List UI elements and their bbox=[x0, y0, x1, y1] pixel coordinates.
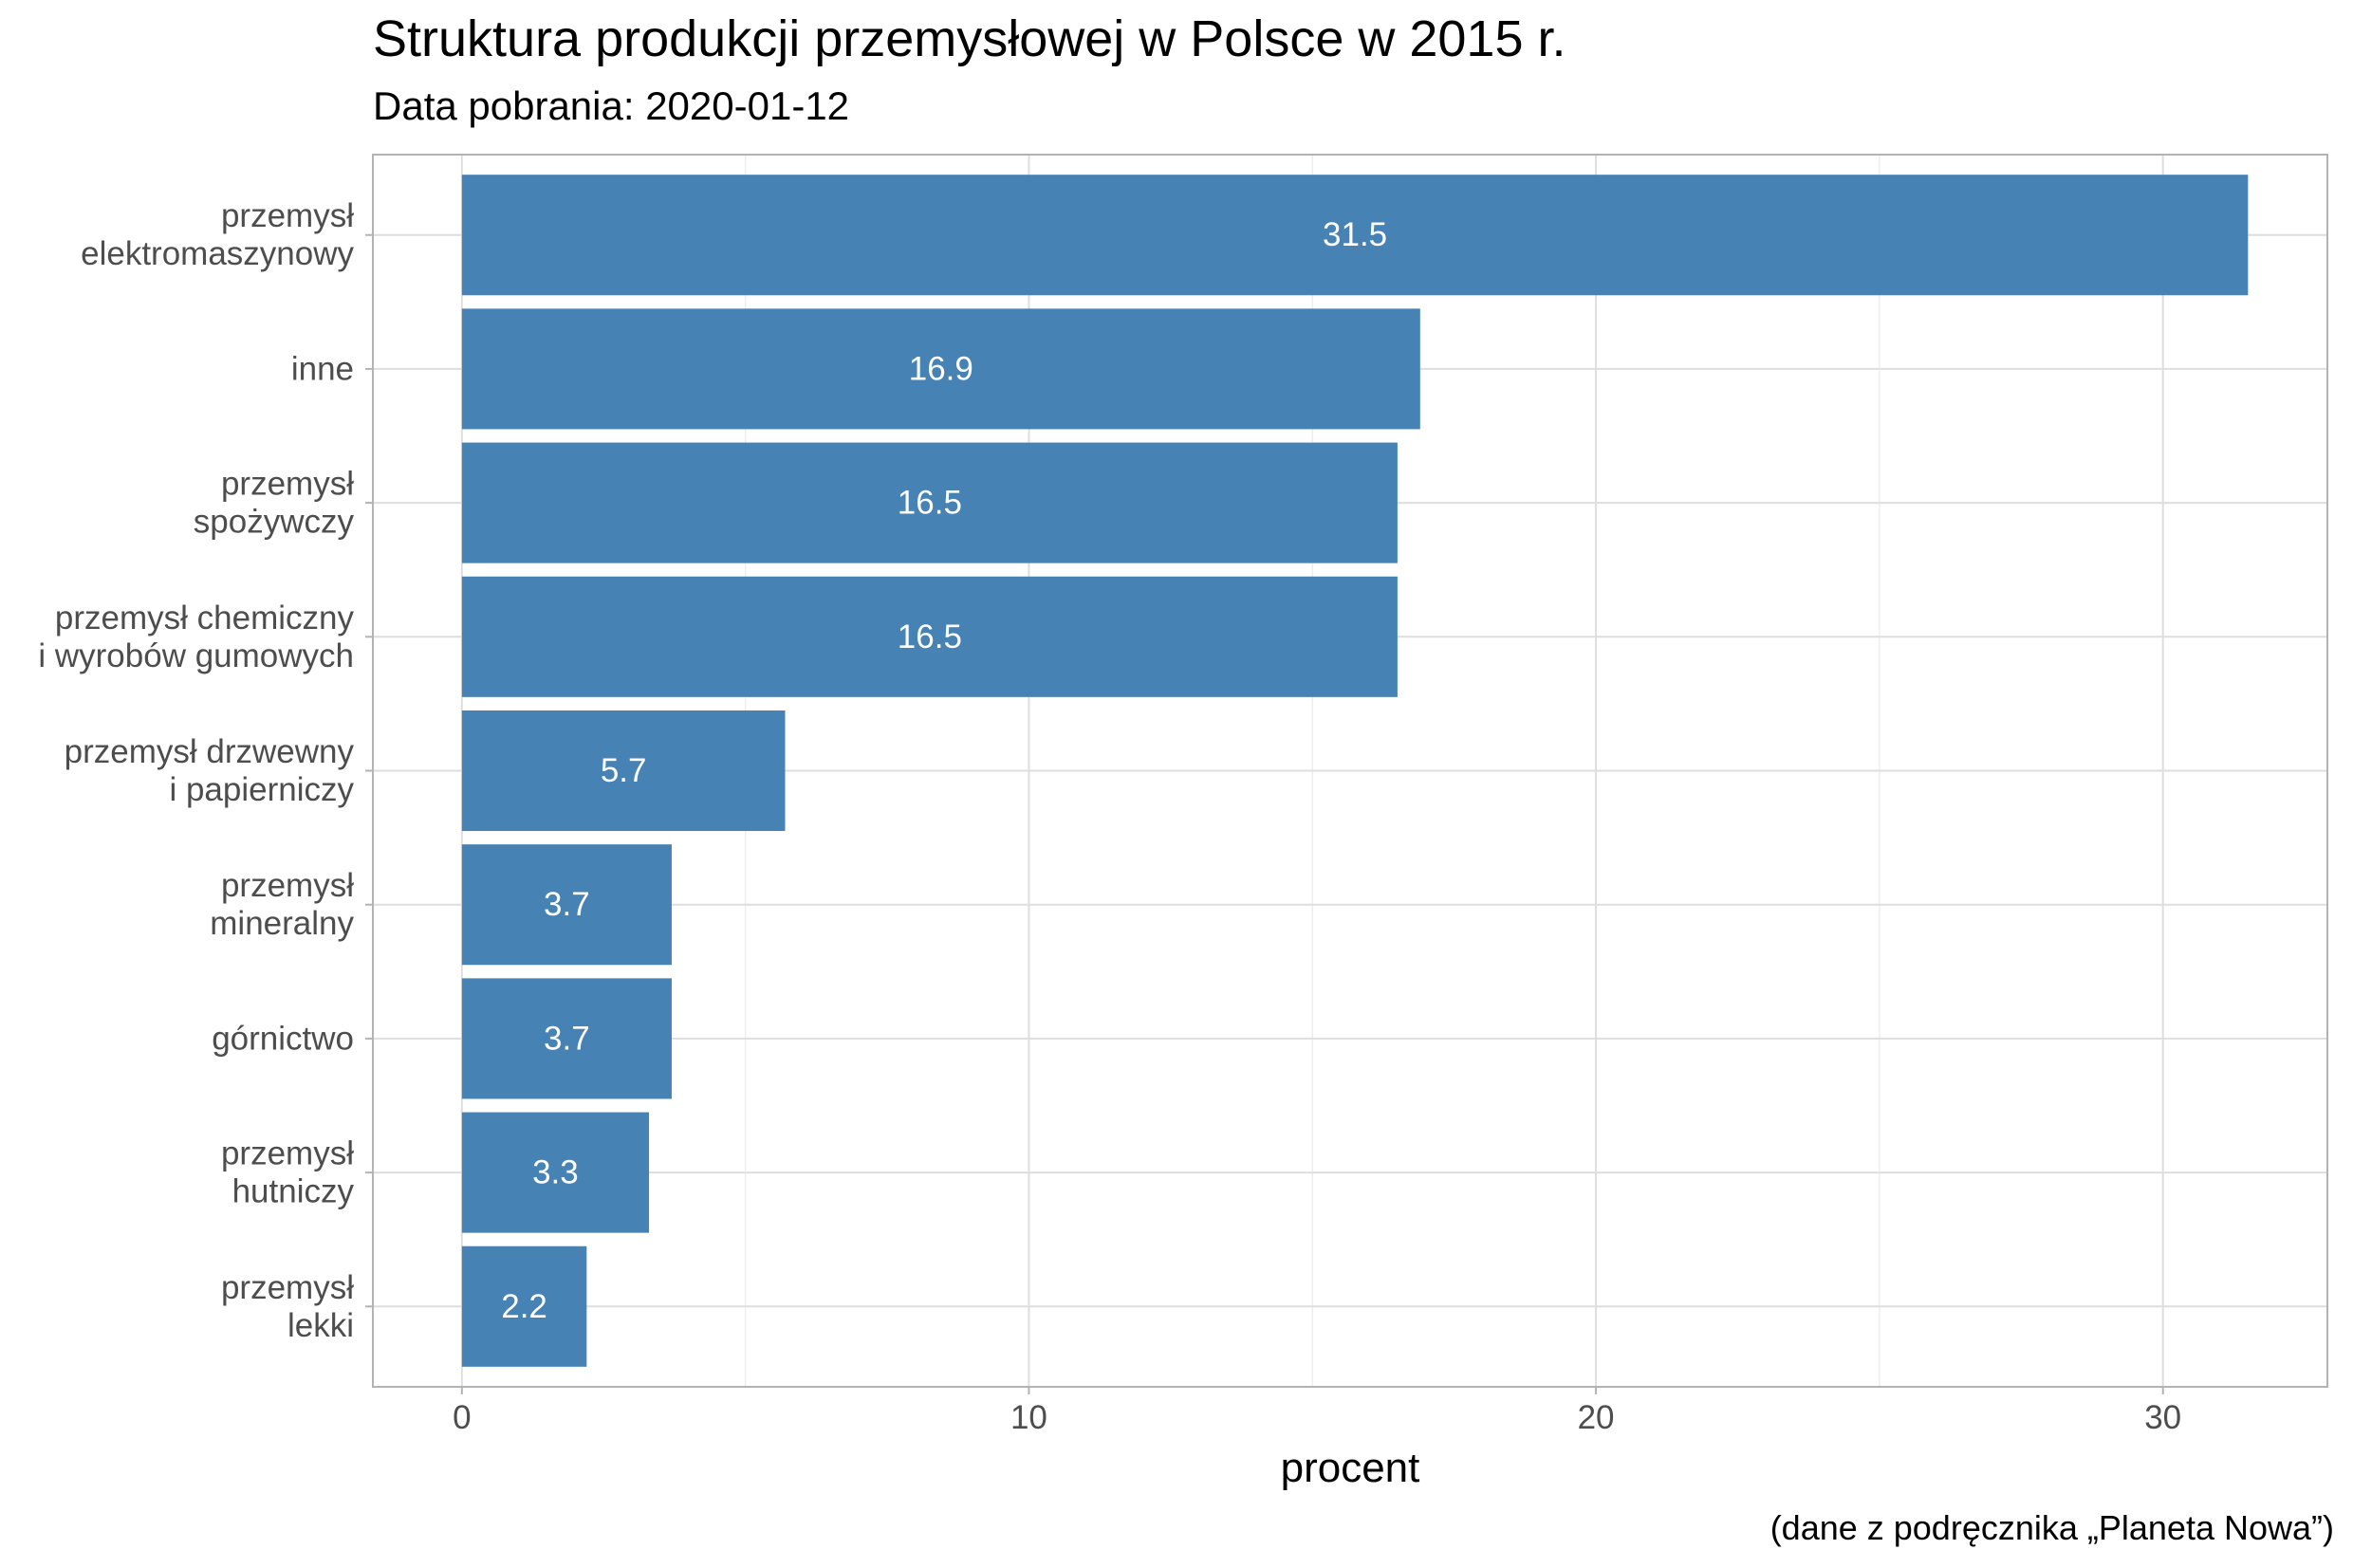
y-tick-label-line: i wyrobów gumowych bbox=[38, 637, 354, 674]
y-tick-label: przemysł chemiczny i wyrobów gumowych bbox=[38, 600, 354, 674]
x-tick-label: 10 bbox=[1010, 1399, 1047, 1436]
y-tick-label-line: przemysł bbox=[221, 1269, 354, 1306]
y-tick-label: przemysł hutniczy bbox=[221, 1135, 355, 1210]
y-tick-label: przemysł spożywczy bbox=[194, 466, 355, 541]
bar-value-label: 2.2 bbox=[501, 1288, 547, 1325]
y-tick-label: inne bbox=[291, 350, 354, 387]
y-tick-label-line: lekki bbox=[287, 1307, 354, 1344]
y-tick-label: górnictwo bbox=[212, 1020, 354, 1057]
y-tick-label-line: przemysł chemiczny bbox=[55, 600, 355, 636]
bar-value-label: 3.7 bbox=[544, 1020, 590, 1057]
x-tick-label: 30 bbox=[2144, 1399, 2181, 1436]
bar-value-label: 16.9 bbox=[909, 350, 973, 387]
x-tick-label: 0 bbox=[453, 1399, 471, 1436]
bar bbox=[461, 844, 672, 966]
x-axis-title: procent bbox=[1281, 1445, 1420, 1491]
x-tick-label: 20 bbox=[1578, 1399, 1615, 1436]
chart-subtitle: Data pobrania: 2020-01-12 bbox=[373, 83, 850, 128]
bar bbox=[461, 442, 1398, 563]
bar bbox=[461, 1112, 650, 1233]
bar-value-label: 5.7 bbox=[601, 752, 647, 789]
bar-value-label: 16.5 bbox=[898, 485, 962, 522]
bar bbox=[461, 978, 672, 1099]
bar-value-label: 31.5 bbox=[1323, 216, 1387, 253]
y-tick-label-line: mineralny bbox=[210, 905, 354, 942]
y-tick-label-line: hutniczy bbox=[232, 1173, 355, 1210]
y-tick-label-line: przemysł bbox=[221, 867, 354, 904]
y-tick-label-line: przemysł drzwewny bbox=[65, 733, 355, 770]
y-tick-label: przemysł elektromaszynowy bbox=[81, 197, 354, 272]
y-tick-label-line: przemysł bbox=[221, 1135, 354, 1172]
y-tick-label: przemysł lekki bbox=[221, 1269, 354, 1344]
y-tick-label-line: elektromaszynowy bbox=[81, 235, 354, 272]
bar bbox=[461, 175, 2249, 296]
y-tick-label-line: przemysł bbox=[221, 466, 354, 503]
y-tick-label: przemysł drzwewny i papierniczy bbox=[65, 733, 355, 808]
y-tick-label-line: spożywczy bbox=[194, 504, 355, 541]
y-tick-label-line: górnictwo bbox=[212, 1020, 354, 1057]
y-tick-label-line: przemysł bbox=[221, 197, 354, 234]
bar-value-label: 16.5 bbox=[898, 618, 962, 655]
chart-title: Struktura produkcji przemysłowej w Polsc… bbox=[373, 10, 1566, 67]
chart-caption: (dane z podręcznika „Planeta Nowa”) bbox=[1769, 1508, 2334, 1547]
bar bbox=[461, 308, 1420, 430]
y-tick-label-line: i papierniczy bbox=[169, 771, 354, 808]
bar bbox=[461, 710, 786, 832]
bar bbox=[461, 1245, 587, 1367]
bar bbox=[461, 576, 1398, 697]
y-tick-label-line: inne bbox=[291, 350, 354, 387]
bar-value-label: 3.3 bbox=[532, 1154, 579, 1191]
y-tick-label: przemysł mineralny bbox=[210, 867, 354, 942]
bar-value-label: 3.7 bbox=[544, 886, 590, 923]
